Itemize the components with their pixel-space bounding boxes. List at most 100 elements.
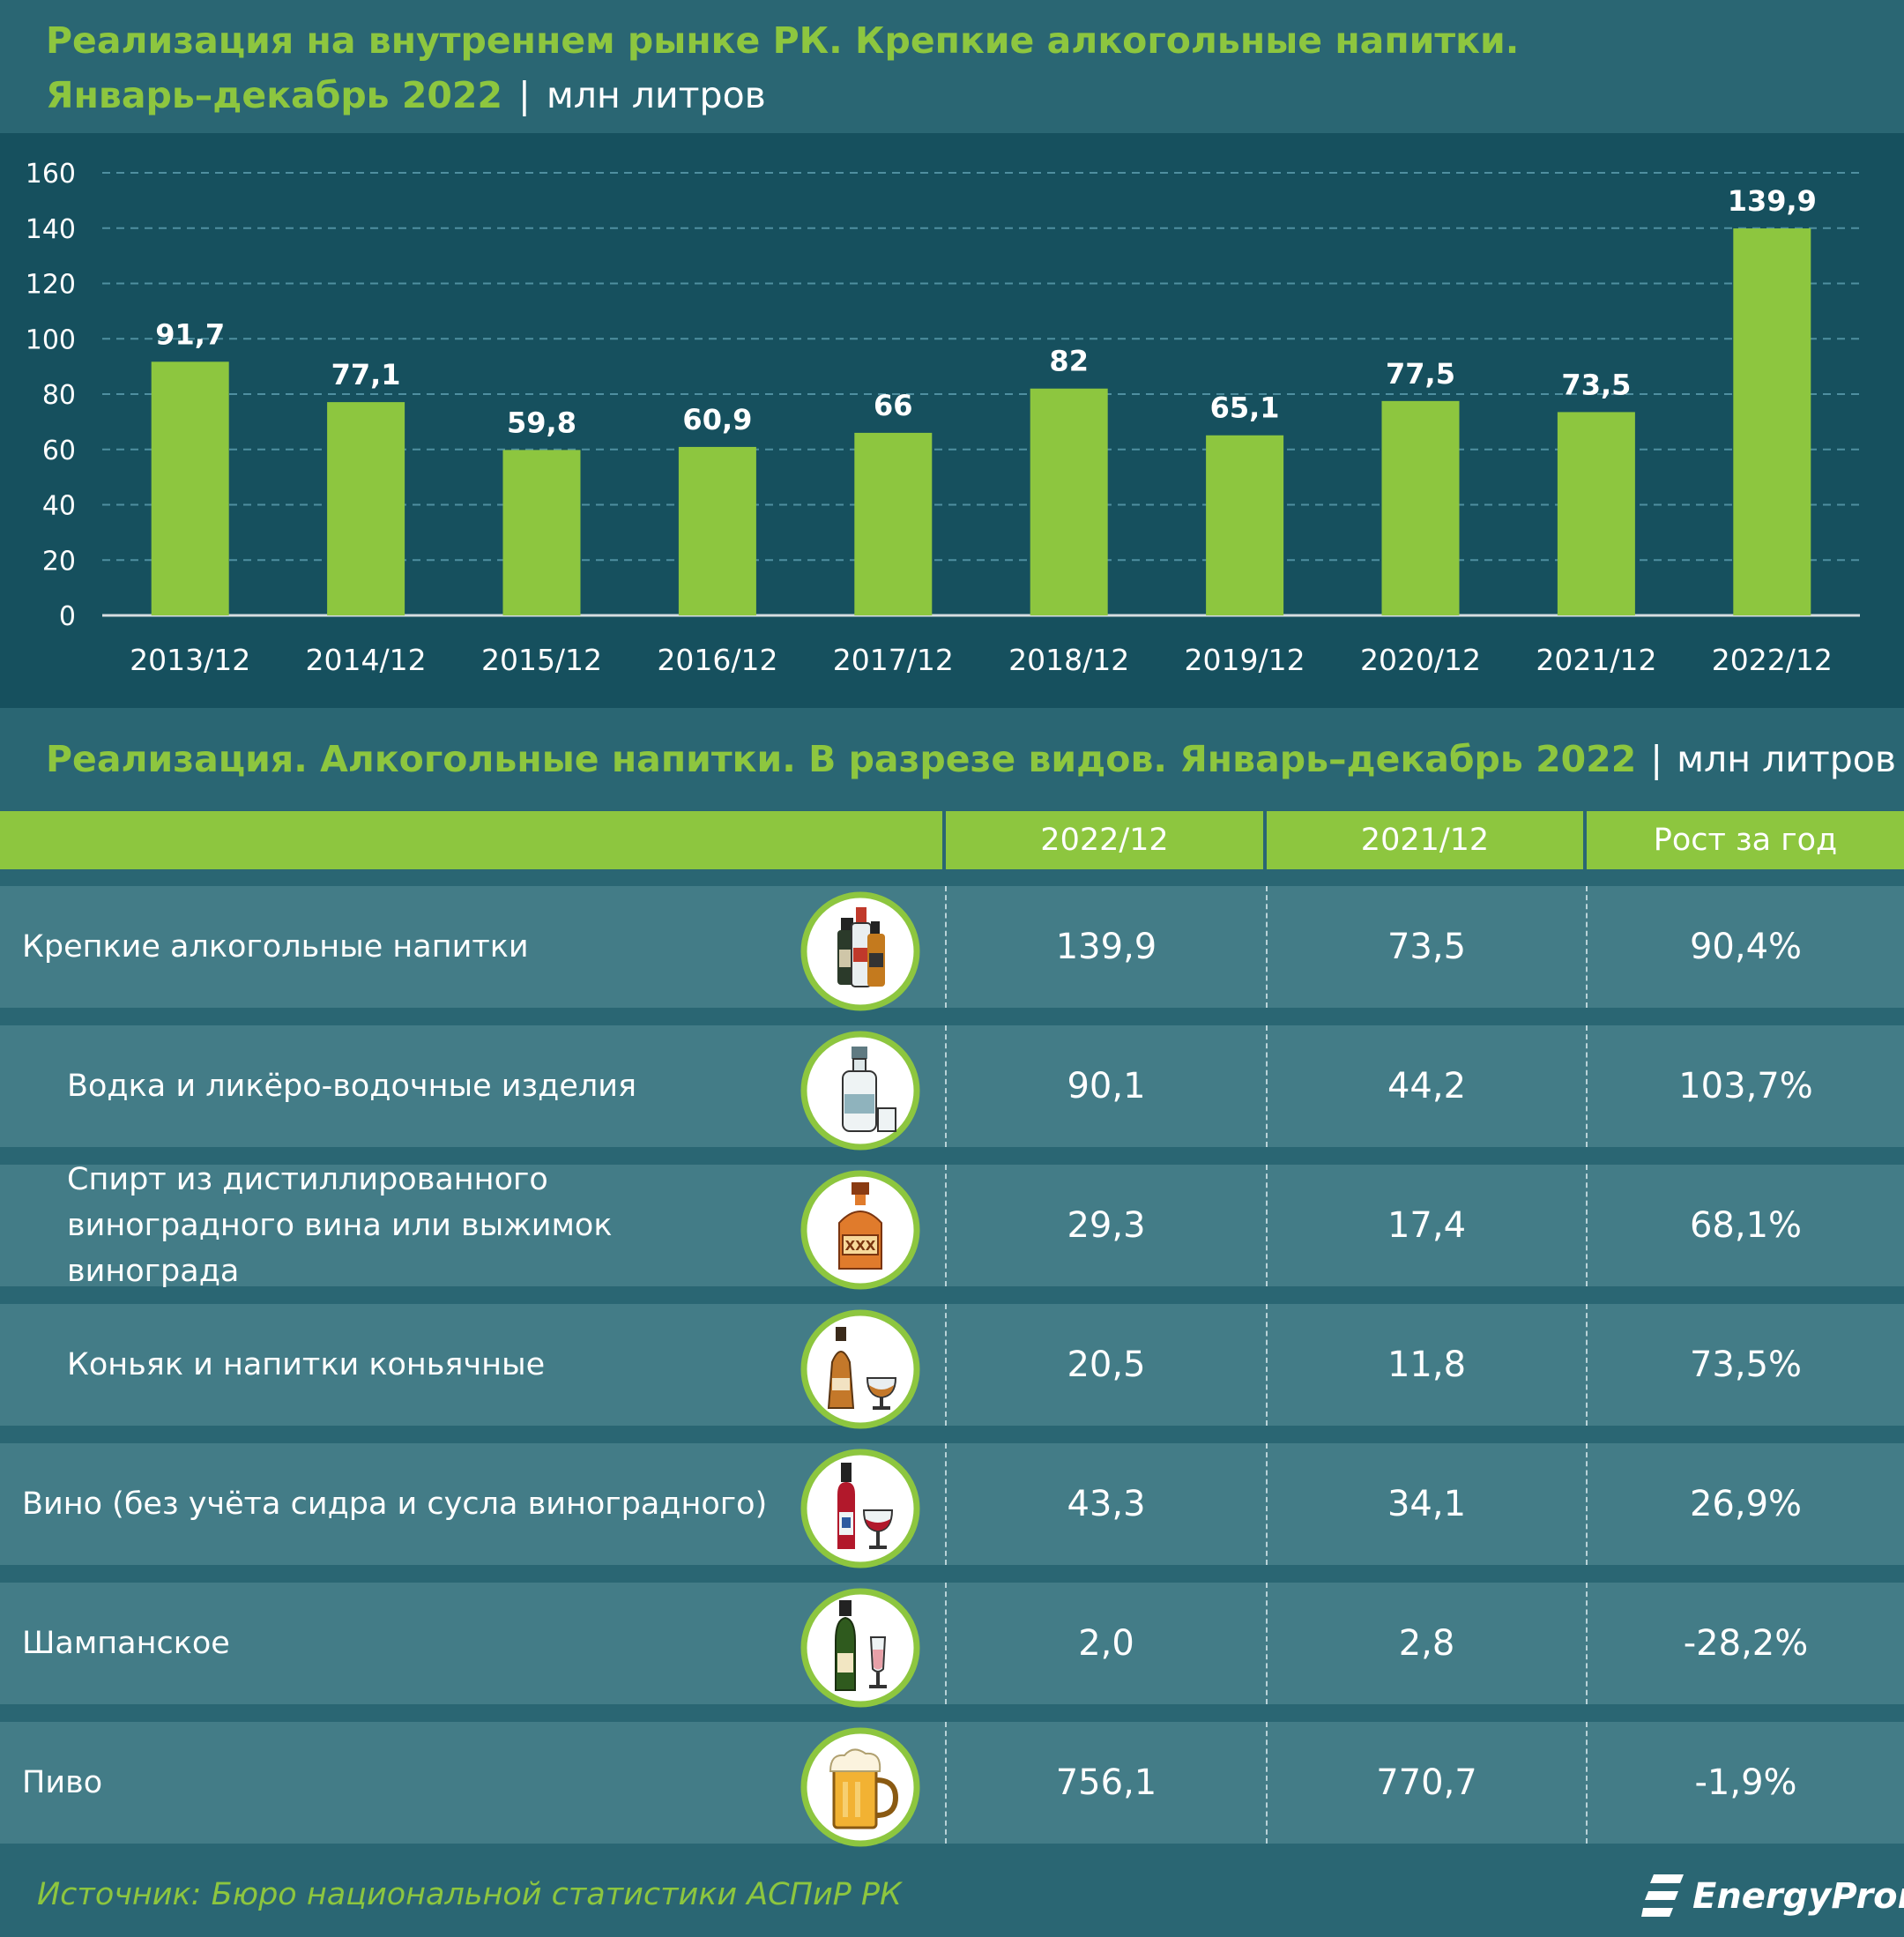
column-divider [945,1165,947,1286]
column-divider [1586,1722,1588,1844]
bar [1557,412,1635,615]
growth-value: -28,2% [1683,1623,1809,1664]
x-tick-label: 2014/12 [306,643,427,677]
table-row: Коньяк и напитки коньячные 20,5 11,8 73,5% [0,1304,1904,1429]
footer: Источник: Бюро национальной статистики А… [0,1854,1904,1937]
title-separator: | [518,74,531,116]
column-header-2022: 2022/12 [1040,823,1169,858]
value-2022: 2,0 [1078,1623,1134,1664]
column-divider [1586,1025,1588,1147]
bar [502,450,581,615]
row-label: Вино (без учёта сидра и сусла виноградно… [22,1486,768,1522]
y-tick-label: 160 [26,159,76,190]
y-tick-label: 120 [26,270,76,301]
y-tick-label: 0 [59,601,76,632]
data-label: 59,8 [507,406,576,439]
header: Реализация на внутреннем рынке РК. Крепк… [0,0,1904,133]
champagne-icon [800,1588,920,1708]
data-label: 77,5 [1386,357,1455,391]
column-divider [945,1025,947,1147]
value-2021: 73,5 [1387,927,1467,967]
table-row: Пиво 756,1 770,7 -1,9% [0,1722,1904,1847]
row-label: Пиво [22,1765,103,1800]
bar [1733,228,1811,615]
y-tick-label: 100 [26,324,76,355]
chart-panel: 0 20 40 60 80 100 120 140 160 91,7 2013/12 77,1 2014… [0,133,1904,708]
header-divider [1583,811,1587,869]
x-tick-label: 2013/12 [130,643,250,677]
source-note: Источник: Бюро национальной статистики А… [37,1877,902,1912]
data-label: 82 [1049,345,1089,378]
bar [678,446,756,615]
y-tick-label: 80 [42,380,76,411]
data-label: 77,1 [331,358,401,391]
y-tick-label: 60 [42,436,76,466]
table-row: Вино (без учёта сидра и сусла виноградно… [0,1443,1904,1568]
value-2021: 770,7 [1376,1762,1477,1803]
row-label: Спирт из дистиллированного виноградного … [67,1162,613,1289]
header-divider [1263,811,1267,869]
column-divider [1586,1443,1588,1565]
value-2021: 11,8 [1387,1345,1467,1385]
vodka-bottle-icon [800,1031,920,1151]
bar [327,402,405,615]
table-row: Спирт из дистиллированного виноградного … [0,1162,1904,1290]
chart-unit: млн литров [546,74,766,116]
data-label: 65,1 [1210,391,1280,425]
growth-value: 103,7% [1678,1066,1813,1106]
table-title-separator: | [1650,738,1663,780]
row-label: Шампанское [22,1626,230,1661]
svg-text:XXX: XXX [845,1238,876,1254]
column-divider [945,1722,947,1844]
table-row: Водка и ликёро-водочные изделия 90,1 44,2 1… [0,1025,1904,1151]
data-label: 91,7 [155,317,225,351]
x-tick-label: 2019/12 [1185,643,1305,677]
column-divider [1266,1583,1268,1704]
bar [854,432,933,615]
value-2021: 34,1 [1387,1484,1467,1524]
energyprom-logo: EnergyProm [1641,1872,1904,1921]
column-divider [945,886,947,1008]
xxx-bottle-icon: XXX [800,1170,920,1290]
beer-mug-icon [800,1727,920,1847]
column-divider [1266,1165,1268,1286]
table-row: Крепкие алкогольные напитки 139,9 73,5 90,4… [0,886,1904,1011]
table-title: Реализация. Алкогольные напитки. В разре… [46,738,1637,780]
column-divider [1266,1304,1268,1426]
data-label: 139,9 [1728,184,1817,218]
table-row: Шампанское 2,0 2,8 -28,2% [0,1583,1904,1708]
logo-mark-icon [1641,1874,1684,1917]
value-2022: 29,3 [1067,1205,1146,1246]
column-divider [1586,1304,1588,1426]
column-divider [1266,1025,1268,1147]
column-header-growth: Рост за год [1653,823,1838,858]
row-label: Водка и ликёро-водочные изделия [67,1069,637,1104]
x-tick-label: 2021/12 [1536,643,1656,677]
bar [1381,400,1460,615]
y-tick-label: 140 [26,214,76,245]
y-tick-label: 20 [42,546,76,577]
chart-subtitle: Январь–декабрь 2022 | млн литров [46,74,766,116]
table-title-line: Реализация. Алкогольные напитки. В разре… [46,738,1896,780]
growth-value: 90,4% [1689,927,1803,967]
x-tick-label: 2018/12 [1008,643,1129,677]
chart-title: Реализация на внутреннем рынке РК. Крепк… [46,19,1520,62]
value-2022: 20,5 [1067,1345,1146,1385]
x-tick-label: 2022/12 [1712,643,1833,677]
value-2021: 2,8 [1398,1623,1455,1664]
wine-icon [800,1449,920,1568]
column-divider [1586,1165,1588,1286]
column-divider [1586,886,1588,1008]
logo-text: EnergyProm [1692,1876,1904,1917]
column-divider [1586,1583,1588,1704]
row-label: Коньяк и напитки коньячные [67,1347,546,1382]
growth-value: -1,9% [1694,1762,1797,1803]
data-label: 73,5 [1561,368,1631,401]
header-divider [942,811,946,869]
bar [151,361,229,615]
column-divider [1266,1722,1268,1844]
column-divider [945,1583,947,1704]
chart-period: Январь–декабрь 2022 [46,74,502,116]
growth-value: 73,5% [1689,1345,1803,1385]
column-divider [1266,1443,1268,1565]
